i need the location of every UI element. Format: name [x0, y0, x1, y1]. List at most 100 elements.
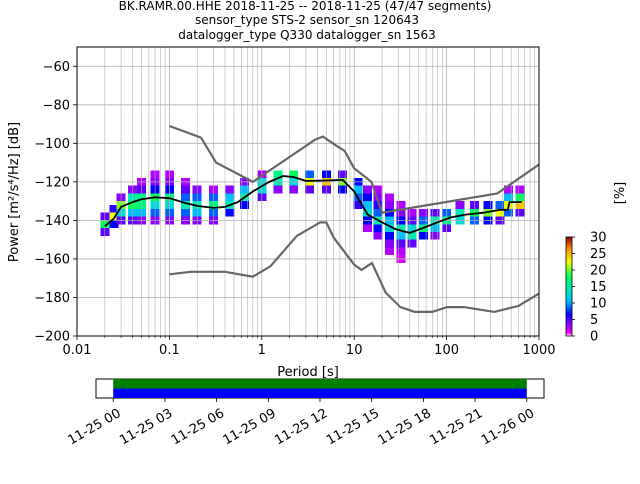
density-cell [407, 231, 417, 240]
density-cell [363, 193, 373, 202]
density-cell [384, 208, 394, 217]
colorbar-tick-label: 15 [590, 280, 607, 295]
density-cell [288, 185, 298, 194]
density-cell [495, 201, 505, 209]
density-cell [430, 224, 440, 232]
density-cell [363, 201, 373, 209]
density-cell [240, 201, 250, 209]
y-axis-ticks: −60 −80 −100 −120 −140 −160 −180 −200 [34, 60, 77, 345]
density-cell [305, 185, 315, 194]
mean-psd [104, 175, 522, 234]
density-cell [181, 208, 191, 217]
density-cell [396, 201, 406, 209]
timeline-tick-label: 11-25 00 [66, 406, 124, 448]
plot-frame [76, 46, 540, 337]
density-cell [504, 185, 514, 194]
density-cell [240, 185, 250, 194]
colorbar-gradient [565, 236, 573, 337]
density-cell [373, 201, 383, 209]
timeline-bar-data [113, 379, 527, 389]
density-cell [353, 185, 363, 194]
density-cell [363, 185, 373, 194]
density-cell [363, 208, 373, 217]
density-cell [288, 170, 298, 179]
density-cell [418, 231, 428, 240]
x-axis-ticks: 0.01 0.1 1 10 100 1000 [63, 336, 556, 358]
timeline-tick-label: 11-25 21 [427, 406, 485, 448]
density-layer [100, 170, 525, 263]
y-tick-label: −200 [34, 330, 70, 345]
density-cell [384, 231, 394, 240]
y-tick-label: −120 [34, 175, 70, 190]
timeline-tick-label: 11-26 00 [479, 406, 537, 448]
x-tick-label: 10 [346, 343, 363, 358]
density-cell [373, 224, 383, 232]
density-cell [338, 170, 348, 179]
density-cell [225, 193, 235, 202]
y-axis-label: Power [m²/s⁴/Hz] [dB] [7, 122, 22, 262]
density-cell [384, 193, 394, 202]
timeline-tick-label: 11-25 03 [117, 406, 175, 448]
colorbar-tick-label: 0 [590, 330, 598, 345]
y-tick-label: −160 [34, 252, 70, 267]
y-tick-label: −180 [34, 291, 70, 306]
density-cell [515, 185, 525, 194]
colorbar-tick-label: 25 [590, 247, 607, 262]
density-cell [407, 208, 417, 217]
y-tick-label: −80 [43, 98, 70, 113]
density-cell [504, 208, 514, 217]
x-tick-label: 0.1 [159, 343, 180, 358]
density-cell [515, 208, 525, 217]
noise-models [169, 124, 540, 314]
timeline-bar-psd [113, 388, 527, 398]
density-cell [396, 231, 406, 240]
high-noise-model-line [169, 124, 540, 214]
density-cell [455, 208, 465, 217]
density-cell [483, 201, 493, 209]
colorbar-label: [%] [613, 182, 628, 205]
timeline-tick-label: 11-25 15 [324, 406, 382, 448]
density-cell [353, 201, 363, 209]
density-cell [305, 170, 315, 179]
density-cell [384, 201, 394, 209]
density-cell [396, 247, 406, 256]
density-cell [407, 239, 417, 248]
density-cell [109, 220, 119, 229]
density-cell [363, 224, 373, 232]
density-cell [384, 239, 394, 248]
timeline-bars [113, 379, 527, 398]
x-axis-label: Period [s] [277, 365, 339, 380]
density-cell [430, 231, 440, 240]
colorbar-tick-label: 30 [590, 231, 607, 246]
x-tick-label: 0.01 [63, 343, 92, 358]
density-cell [396, 208, 406, 217]
x-tick-label: 1000 [522, 343, 555, 358]
density-cell [373, 231, 383, 240]
title-line-3: datalogger_type Q330 datalogger_sn 1563 [178, 28, 436, 42]
ppsd-plot-area: 0.01 0.1 1 10 100 1000 −60 −80 −100 −120 −140 −160… [7, 46, 556, 380]
density-cell [407, 224, 417, 232]
timeline-tick-label: 11-25 09 [221, 406, 279, 448]
density-cell [515, 193, 525, 202]
density-cell [384, 224, 394, 232]
density-cell [396, 239, 406, 248]
colorbar-tick-label: 5 [590, 313, 598, 328]
density-cell [504, 193, 514, 202]
timeline-tick-label: 11-25 12 [272, 406, 330, 448]
density-cell [109, 204, 119, 213]
density-cell [109, 212, 119, 221]
density-cell [373, 185, 383, 194]
density-cell [515, 201, 525, 209]
density-cell [396, 224, 406, 232]
x-tick-label: 1 [258, 343, 266, 358]
density-cell [273, 170, 283, 179]
y-tick-label: −140 [34, 214, 70, 229]
timeline-tick-label: 11-25 06 [169, 406, 227, 448]
density-cell [181, 193, 191, 202]
density-cell [495, 208, 505, 217]
colorbar-tick-label: 20 [590, 264, 607, 279]
